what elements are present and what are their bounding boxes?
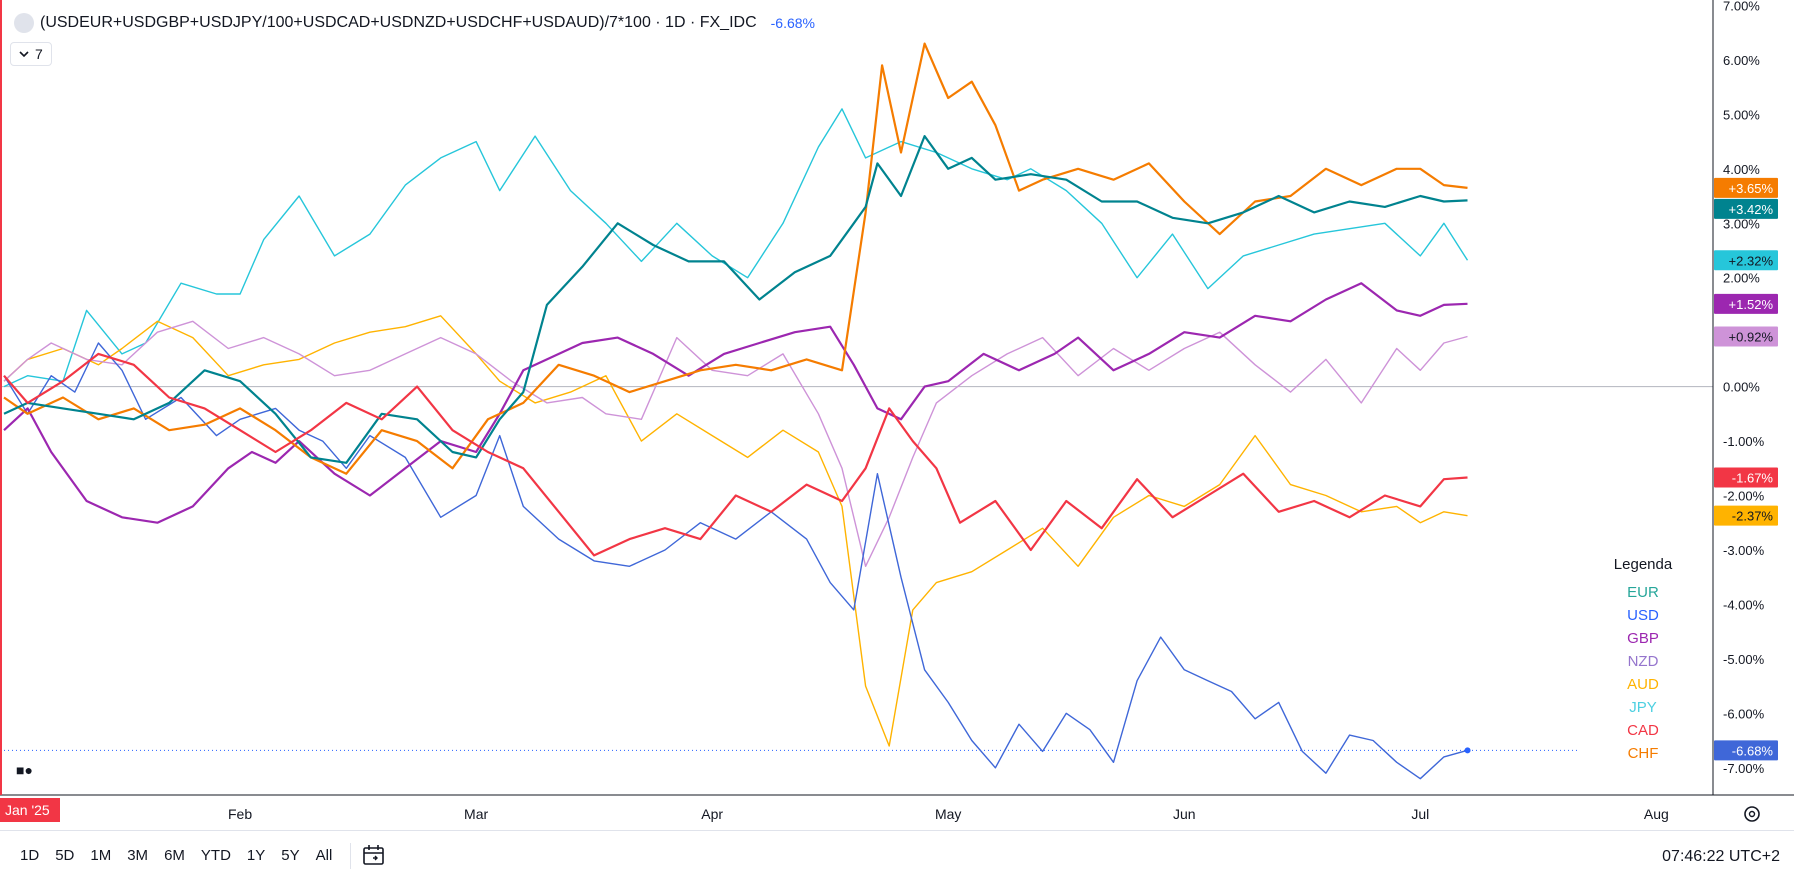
last-value-badge (1714, 467, 1778, 488)
y-tick-label: 7.00% (1723, 0, 1760, 13)
legend-item-cad: CAD (1627, 722, 1659, 739)
y-tick-label: 3.00% (1723, 216, 1760, 231)
x-tick-label: Aug (1644, 806, 1669, 822)
legend-item-nzd: NZD (1627, 653, 1659, 670)
legend-item-aud: AUD (1627, 676, 1659, 693)
series-toggle-button[interactable]: 7 (10, 42, 52, 66)
current-price-dot (1464, 747, 1471, 754)
gear-icon-ring (1744, 806, 1760, 822)
last-value-label: -2.37% (1732, 509, 1774, 524)
grid-layer (0, 386, 1713, 751)
legend: Legenda EUR USD GBP NZD AUD JPY CAD CHF (1600, 556, 1686, 765)
last-value-label: -1.67% (1732, 471, 1774, 486)
last-value-badge (1714, 326, 1778, 347)
legend-items: EUR USD GBP NZD AUD JPY CAD CHF (1600, 581, 1686, 765)
legend-item-chf: CHF (1627, 745, 1659, 762)
legend-item-usd: USD (1627, 607, 1659, 624)
range-button-5y[interactable]: 5Y (281, 847, 300, 864)
range-button-all[interactable]: All (315, 847, 333, 864)
series-layer (3, 42, 1471, 780)
series-line (3, 342, 1468, 780)
gear-icon-hub (1748, 810, 1756, 818)
legend-title: Legenda (1613, 556, 1673, 573)
title-bar: (USDEUR+USDGBP+USDJPY/100+USDCAD+USDNZD+… (14, 10, 815, 36)
tradingview-logo-icon: ■● (16, 762, 33, 778)
y-tick-label: -1.00% (1723, 434, 1765, 449)
y-tick-label: -7.00% (1723, 761, 1765, 776)
y-tick-label: -5.00% (1723, 652, 1765, 667)
series-line (3, 320, 1468, 567)
x-tick-label: Mar (464, 806, 488, 822)
go-to-date-icon[interactable] (361, 843, 387, 869)
last-value-badge (1714, 250, 1778, 271)
range-button-1y[interactable]: 1Y (246, 847, 266, 864)
x-tick-highlight (0, 798, 60, 822)
range-button-ytd[interactable]: YTD (200, 847, 231, 864)
bottom-toolbar: 1D 5D 1M 3M 6M YTD 1Y 5Y All 07:46:22 UTC+2 (0, 830, 1794, 881)
x-tick-label: May (935, 806, 961, 822)
chevron-down-icon (19, 51, 29, 58)
last-value-label: +1.52% (1729, 297, 1774, 312)
series-line (3, 352, 1468, 557)
last-value-label: +3.65% (1729, 181, 1774, 196)
y-tick-label: 4.00% (1723, 162, 1760, 177)
chart-settings-icon[interactable] (1744, 806, 1760, 822)
series-line (3, 315, 1468, 747)
x-tick-label: Jan '25 (5, 802, 50, 818)
range-button-6m[interactable]: 6M (164, 847, 185, 864)
series-line (3, 42, 1468, 475)
legend-item-eur: EUR (1627, 584, 1659, 601)
y-tick-label: 5.00% (1723, 107, 1760, 122)
last-value-label: +0.92% (1729, 330, 1774, 345)
legend-item-gbp: GBP (1627, 630, 1659, 647)
y-tick-label: -4.00% (1723, 597, 1765, 612)
y-tick-label: -3.00% (1723, 543, 1765, 558)
last-value-badge (1714, 293, 1778, 314)
range-button-5d[interactable]: 5D (55, 847, 75, 864)
y-tick-label: 6.00% (1723, 53, 1760, 68)
last-value-badge (1714, 177, 1778, 198)
last-value-badge (1714, 198, 1778, 219)
symbol-change: -6.68% (770, 15, 815, 31)
last-value-label: +2.32% (1729, 253, 1774, 268)
y-tick-label: -6.00% (1723, 706, 1765, 721)
axis-layer: 7.00%6.00%5.00%4.00%3.00%2.00%1.00%0.00%… (0, 0, 1794, 822)
last-value-badge (1714, 505, 1778, 526)
last-value-label: -6.68% (1732, 743, 1774, 758)
x-tick-label: Apr (701, 806, 723, 822)
last-value-label: +3.42% (1729, 202, 1774, 217)
time-display[interactable]: 07:46:22 UTC+2 (1662, 848, 1780, 865)
series-line (3, 135, 1468, 464)
series-count: 7 (35, 46, 43, 62)
range-buttons: 1D 5D 1M 3M 6M YTD 1Y 5Y All (0, 841, 340, 871)
label-layer: +3.65% +3.42% +2.32% +1.52% +0.92% -1.67% -2.3… (1714, 177, 1778, 761)
last-value-badge (1714, 740, 1778, 761)
range-button-3m[interactable]: 3M (127, 847, 149, 864)
x-tick-label: Feb (228, 806, 252, 822)
symbol-title[interactable]: (USDEUR+USDGBP+USDJPY/100+USDCAD+USDNZD+… (40, 14, 757, 31)
series-line (3, 282, 1468, 524)
x-tick-label: Jul (1411, 806, 1429, 822)
symbol-logo-icon (14, 13, 34, 33)
toolbar-separator (350, 843, 352, 869)
range-button-1m[interactable]: 1M (90, 847, 112, 864)
legend-item-jpy: JPY (1629, 699, 1657, 716)
y-tick-label: 0.00% (1723, 380, 1760, 395)
y-tick-label: -2.00% (1723, 489, 1765, 504)
y-tick-label: 2.00% (1723, 271, 1760, 286)
x-tick-label: Jun (1173, 806, 1196, 822)
range-button-1d[interactable]: 1D (20, 847, 40, 864)
